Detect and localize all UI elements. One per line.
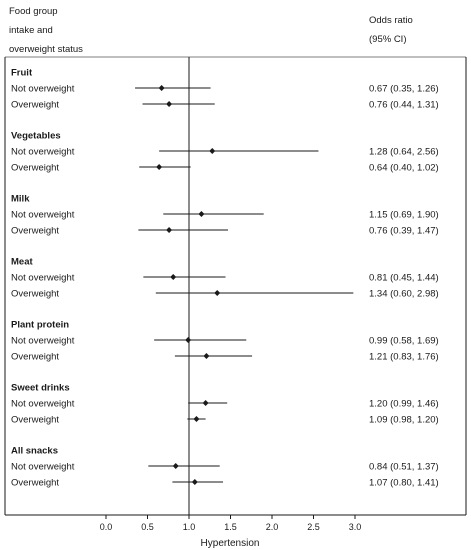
odds-ratio-marker: [198, 211, 205, 217]
row-label: Overweight: [11, 226, 59, 237]
group-label: Fruit: [11, 68, 33, 79]
header-right-line: (95% CI): [369, 34, 407, 45]
row-label: Overweight: [11, 163, 59, 174]
row-label: Not overweight: [11, 399, 75, 410]
header-left: Food group intake and overweight status: [9, 2, 83, 59]
odds-ratio-marker: [209, 148, 216, 154]
ci-text: 1.15 (0.69, 1.90): [369, 210, 439, 221]
ci-text: 1.09 (0.98, 1.20): [369, 415, 439, 426]
forest-rows: Fruit Not overweight 0.67 (0.35, 1.26) Over…: [11, 68, 439, 489]
row-label: Not overweight: [11, 336, 75, 347]
odds-ratio-marker: [203, 353, 210, 359]
row-label: Not overweight: [11, 210, 75, 221]
group-label: Sweet drinks: [11, 383, 70, 394]
ci-text: 0.67 (0.35, 1.26): [369, 84, 439, 95]
group-label: Meat: [11, 257, 33, 268]
group-label: Vegetables: [11, 131, 61, 142]
odds-ratio-marker: [185, 337, 192, 343]
ci-text: 0.84 (0.51, 1.37): [369, 462, 439, 473]
ci-text: 0.76 (0.39, 1.47): [369, 226, 439, 237]
x-tick-label: 2.5: [307, 522, 320, 532]
odds-ratio-marker: [193, 416, 200, 422]
row-label: Not overweight: [11, 462, 75, 473]
ci-text: 1.21 (0.83, 1.76): [369, 352, 439, 363]
ci-text: 0.76 (0.44, 1.31): [369, 100, 439, 111]
ci-text: 1.28 (0.64, 2.56): [369, 147, 439, 158]
row-label: Not overweight: [11, 84, 75, 95]
x-tick-label: 3.0: [349, 522, 362, 532]
row-label: Overweight: [11, 478, 59, 489]
x-tick-label: 0.5: [141, 522, 154, 532]
header-left-line: Food group: [9, 6, 58, 17]
header-right-line: Odds ratio: [369, 15, 413, 26]
group-label: All snacks: [11, 446, 58, 457]
odds-ratio-marker: [202, 400, 209, 406]
row-label: Overweight: [11, 100, 59, 111]
x-tick-label: 0.0: [100, 522, 113, 532]
odds-ratio-marker: [156, 164, 163, 170]
group-label: Milk: [11, 194, 30, 205]
ci-text: 0.81 (0.45, 1.44): [369, 273, 439, 284]
x-tick-label: 1.5: [224, 522, 237, 532]
header-left-line: intake and: [9, 25, 53, 36]
x-axis-label: Hypertension: [201, 538, 260, 549]
odds-ratio-marker: [166, 101, 173, 107]
row-label: Overweight: [11, 352, 59, 363]
x-axis-ticks: 0.0 0.5 1.0 1.5 2.0 2.5 3.0: [100, 515, 362, 532]
odds-ratio-marker: [191, 479, 198, 485]
ci-text: 0.99 (0.58, 1.69): [369, 336, 439, 347]
odds-ratio-marker: [170, 274, 177, 280]
header-right: Odds ratio (95% CI): [369, 11, 413, 49]
odds-ratio-marker: [158, 85, 165, 91]
row-label: Overweight: [11, 289, 59, 300]
group-label: Plant protein: [11, 320, 69, 331]
odds-ratio-marker: [166, 227, 173, 233]
x-tick-label: 1.0: [183, 522, 196, 532]
header-left-line: overweight status: [9, 44, 83, 55]
ci-text: 0.64 (0.40, 1.02): [369, 163, 439, 174]
row-label: Overweight: [11, 415, 59, 426]
odds-ratio-marker: [214, 290, 221, 296]
odds-ratio-marker: [172, 463, 179, 469]
ci-text: 1.20 (0.99, 1.46): [369, 399, 439, 410]
ci-text: 1.07 (0.80, 1.41): [369, 478, 439, 489]
x-tick-label: 2.0: [266, 522, 279, 532]
row-label: Not overweight: [11, 147, 75, 158]
row-label: Not overweight: [11, 273, 75, 284]
ci-text: 1.34 (0.60, 2.98): [369, 289, 439, 300]
